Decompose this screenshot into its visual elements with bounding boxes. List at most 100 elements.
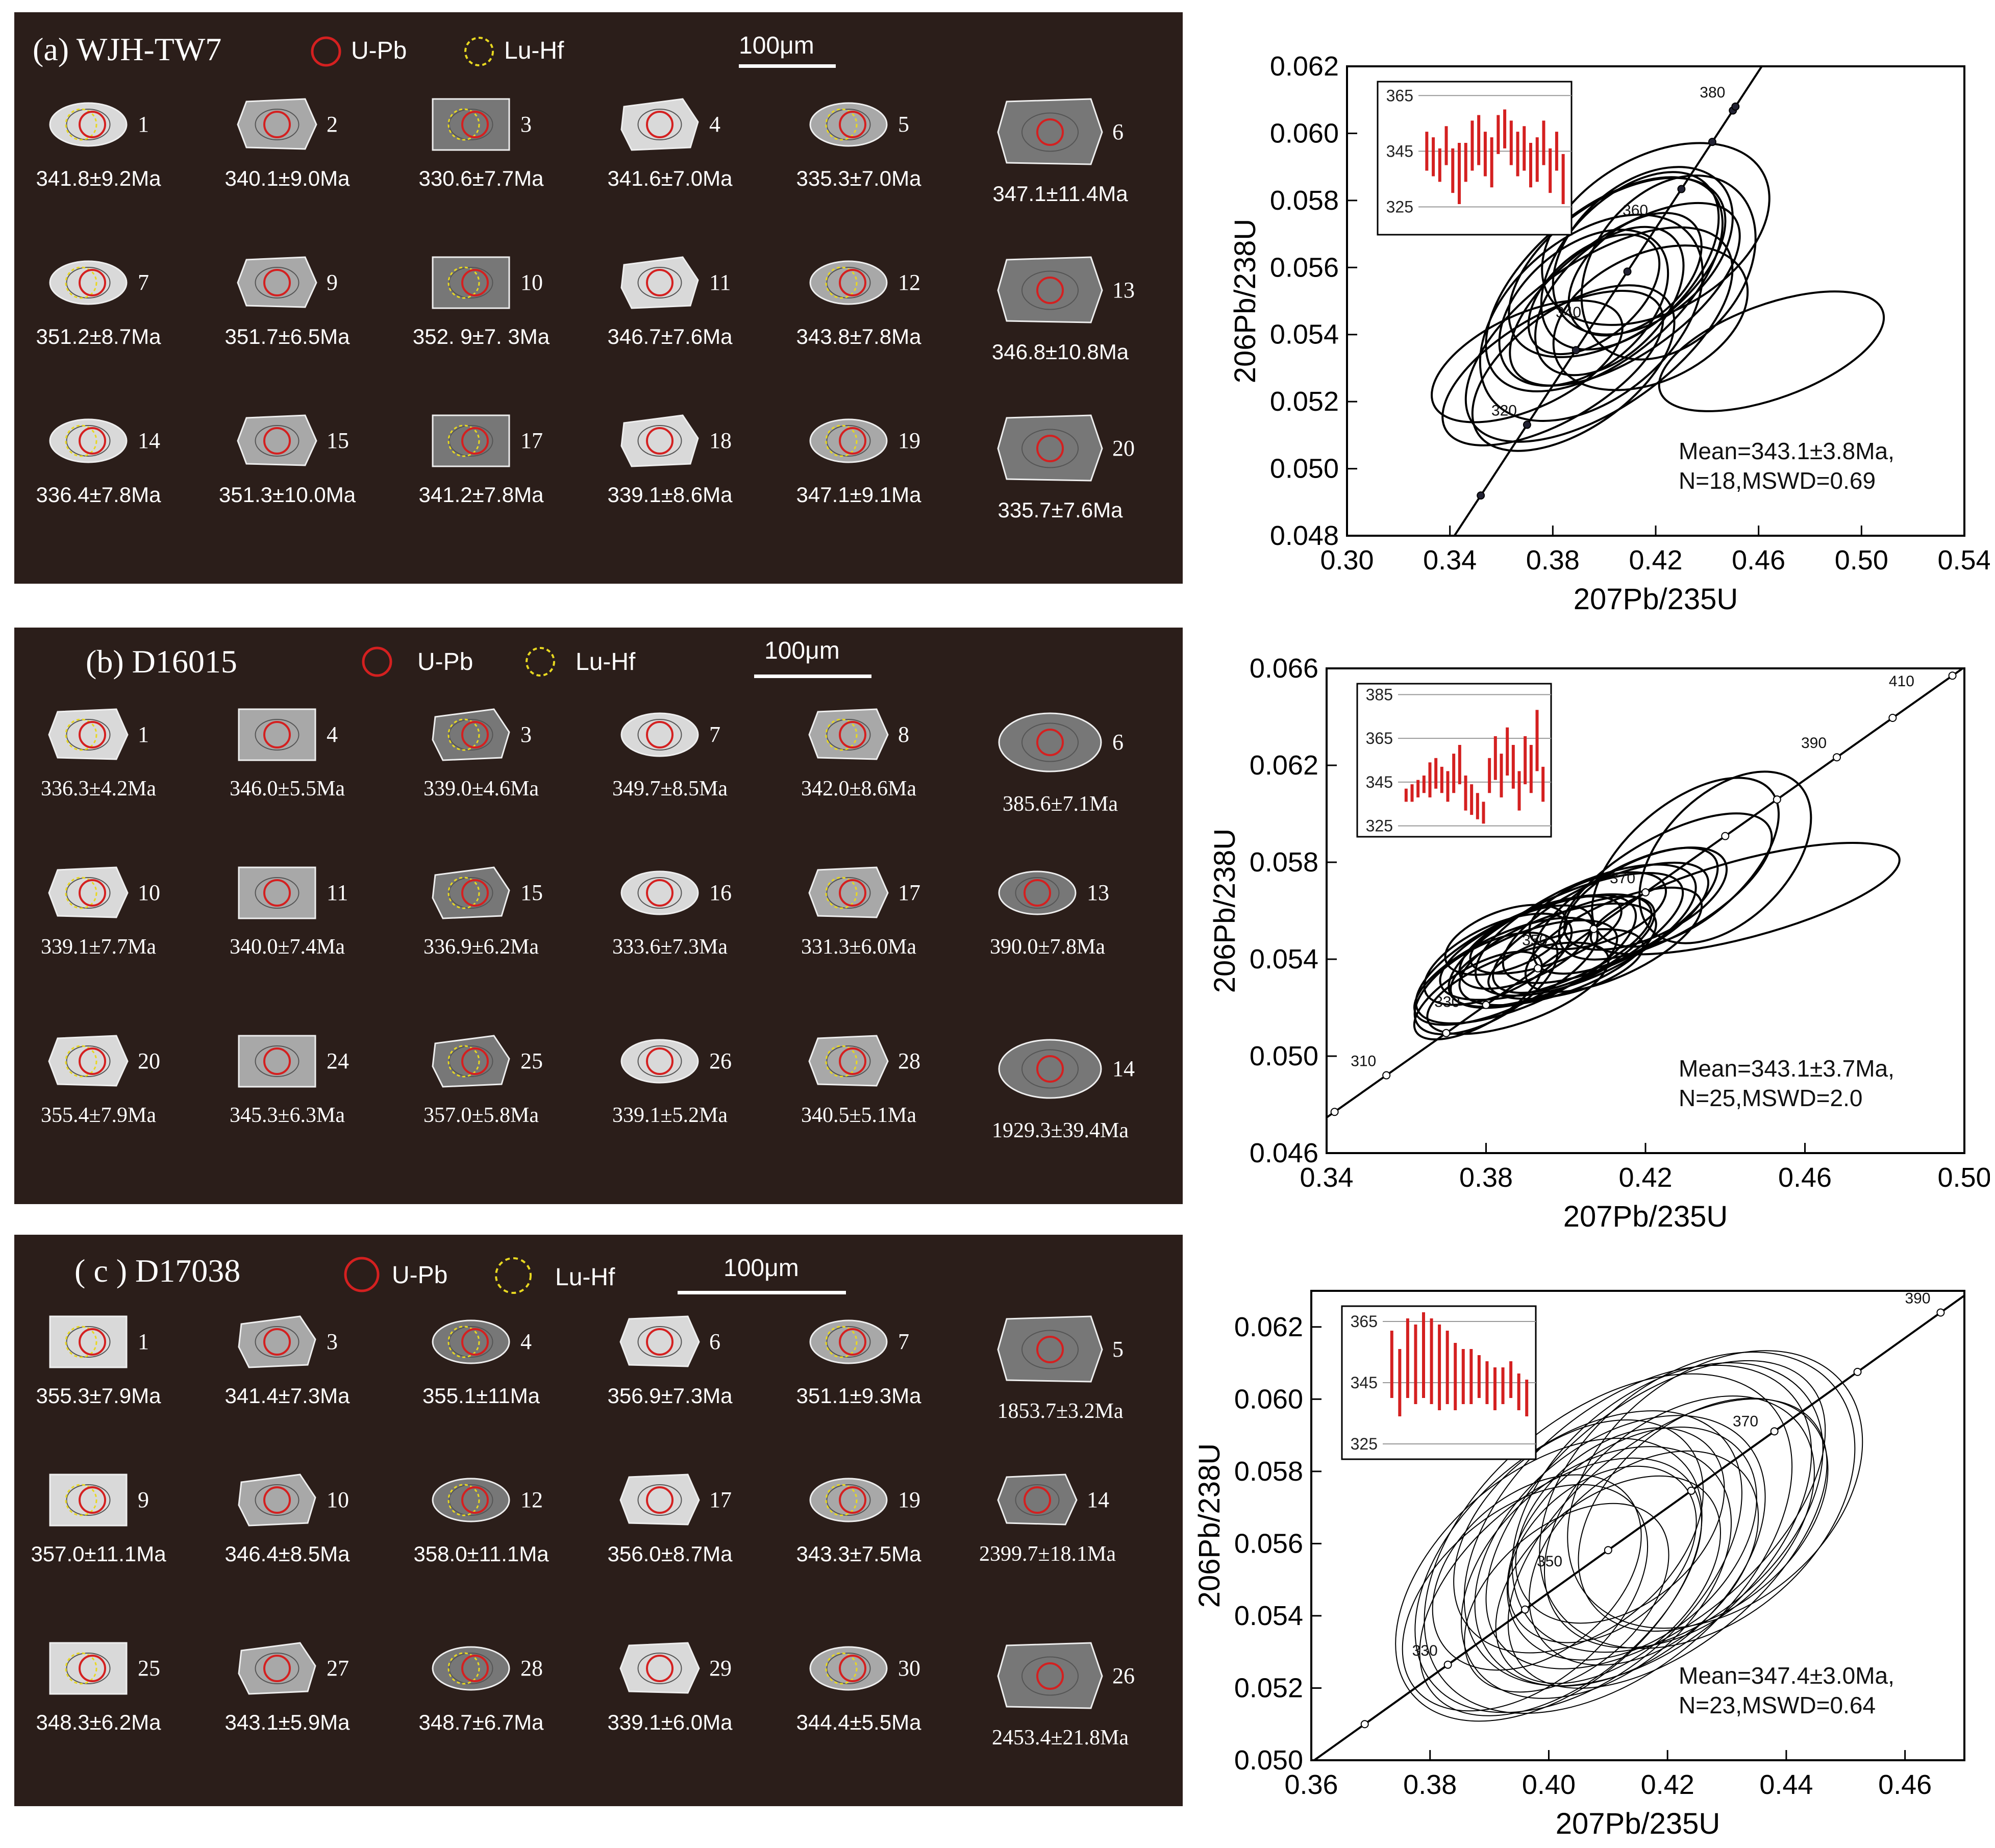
zircon-cl-image: [48, 708, 129, 760]
grain-number: 13: [1087, 880, 1109, 905]
upb-spot-circle: [461, 1047, 489, 1075]
zircon-cl-image: [998, 870, 1077, 915]
grain-number: 30: [898, 1656, 920, 1681]
upb-spot-circle: [461, 111, 489, 138]
concordia-curve: [1453, 66, 1763, 536]
upb-spot-circle: [79, 427, 106, 455]
inset-frame: [1377, 81, 1573, 236]
luhf-spot-circle: [65, 1484, 97, 1516]
y-tick-label: 0.056: [1270, 252, 1339, 283]
concordia-age-label: 360: [1623, 202, 1648, 219]
grain-number: 14: [138, 428, 160, 453]
luhf-spot-circle: [447, 718, 480, 751]
y-tick-label: 0.046: [1250, 1138, 1318, 1168]
zircon-cl-image: [997, 256, 1103, 323]
error-ellipse-12: [1492, 895, 1656, 994]
upb-spot-circle: [839, 879, 866, 907]
concordia-age-label: 340: [1556, 304, 1581, 321]
error-ellipse-18: [1589, 842, 1901, 956]
zircon-cl-image: [619, 1642, 700, 1694]
concordia-age-label: 370: [1733, 1413, 1758, 1430]
upb-spot-circle: [839, 721, 866, 748]
concordia-age-marker-0: [1477, 491, 1485, 500]
error-ellipse-23: [1487, 928, 1644, 1000]
luhf-spot-circle: [447, 266, 480, 299]
upb-spot-circle: [1036, 277, 1064, 304]
luhf-legend-circle-icon: [495, 1257, 532, 1294]
grain-number: 11: [709, 270, 731, 295]
grain-number: 3: [327, 1329, 338, 1354]
concordia-age-marker-1: [1443, 1660, 1452, 1669]
error-ellipse-8: [1534, 226, 1685, 377]
grain-age-label: 336.3±4.2Ma: [40, 777, 157, 801]
concordia-age-marker-7: [1936, 1308, 1945, 1317]
concordia-age-marker-9: [1833, 753, 1841, 762]
zircon-cl-image: [809, 418, 888, 463]
upb-spot-circle: [646, 269, 674, 296]
luhf-spot-circle: [825, 877, 858, 909]
grain-number: 27: [327, 1656, 349, 1681]
upb-spot-circle: [1024, 879, 1051, 907]
error-ellipse-11: [1413, 951, 1543, 1041]
error-ellipse-16: [1432, 1474, 1642, 1671]
grain-number: 6: [1112, 730, 1124, 755]
grain-age-label: 346.0±5.5Ma: [229, 777, 345, 801]
grain-age-label: 356.9±7.3Ma: [607, 1384, 733, 1408]
grain-number: 4: [327, 722, 338, 747]
mean-age-annotation: N=25,MSWD=2.0: [1679, 1085, 1862, 1111]
upb-spot-circle: [646, 879, 674, 907]
grain-number: 3: [520, 112, 532, 137]
concordia-age-marker-3: [1604, 1546, 1612, 1555]
zircon-cl-image: [620, 256, 699, 309]
zircon-cl-image: [432, 256, 510, 309]
grain-age-label: 343.8±7.8Ma: [796, 324, 921, 348]
upb-legend-label: U-Pb: [351, 37, 407, 64]
x-tick-label: 0.42: [1629, 545, 1682, 576]
x-tick-label: 0.38: [1403, 1769, 1457, 1800]
y-tick-label: 0.062: [1234, 1312, 1303, 1342]
error-ellipse-6: [1471, 284, 1676, 452]
zircon-cl-image: [49, 1474, 128, 1527]
zircon-cl-image: [997, 1474, 1078, 1526]
zircon-cl-image: [809, 260, 888, 305]
mean-age-annotation: Mean=343.1±3.7Ma,: [1679, 1055, 1894, 1082]
upb-spot-circle: [263, 1047, 291, 1075]
zircon-cl-image: [238, 1315, 316, 1368]
zircon-cl-image: [48, 1035, 129, 1087]
upb-spot-circle: [263, 111, 291, 138]
error-ellipse-2: [1479, 213, 1704, 422]
grain-age-label: 347.1±9.1Ma: [796, 483, 921, 507]
error-ellipse-22: [1507, 1465, 1697, 1643]
error-ellipse-16: [1552, 244, 1749, 391]
concordia-age-marker-5: [1770, 1427, 1779, 1436]
grain-number: 5: [898, 112, 909, 137]
luhf-legend-label: Lu-Hf: [576, 648, 636, 676]
upb-spot-circle: [461, 1328, 489, 1356]
y-tick-label: 0.048: [1270, 520, 1339, 551]
grain-age-label: 355.4±7.9Ma: [40, 1104, 157, 1127]
luhf-spot-circle: [825, 1484, 858, 1516]
x-tick-label: 0.40: [1522, 1769, 1576, 1800]
zircon-cl-image: [808, 708, 889, 760]
concordia-age-marker-8: [1773, 795, 1781, 804]
grain-number: 14: [1112, 1056, 1135, 1081]
grain-number: 20: [1112, 436, 1135, 461]
luhf-spot-circle: [65, 266, 97, 299]
concordia-age-marker-6: [1708, 138, 1716, 146]
zircon-cl-image: [997, 1315, 1103, 1383]
scale-bar: [754, 675, 871, 678]
y-tick-label: 0.066: [1250, 653, 1318, 684]
grain-age-label: 339.1±7.7Ma: [40, 935, 157, 959]
x-tick-label: 0.50: [1835, 545, 1888, 576]
grain-number: 10: [138, 880, 160, 905]
error-ellipse-21: [1578, 1397, 1829, 1632]
zircon-cl-image: [237, 98, 317, 150]
grain-number: 15: [520, 880, 543, 905]
upb-spot-circle: [461, 1655, 489, 1682]
scale-bar-label: 100μm: [739, 32, 814, 59]
zircon-cl-image: [237, 256, 317, 308]
upb-spot-circle: [1036, 1336, 1064, 1363]
grain-age-label: 347.1±11.4Ma: [992, 182, 1128, 206]
upb-spot-circle: [79, 879, 106, 907]
zircon-cl-image: [49, 1642, 128, 1695]
